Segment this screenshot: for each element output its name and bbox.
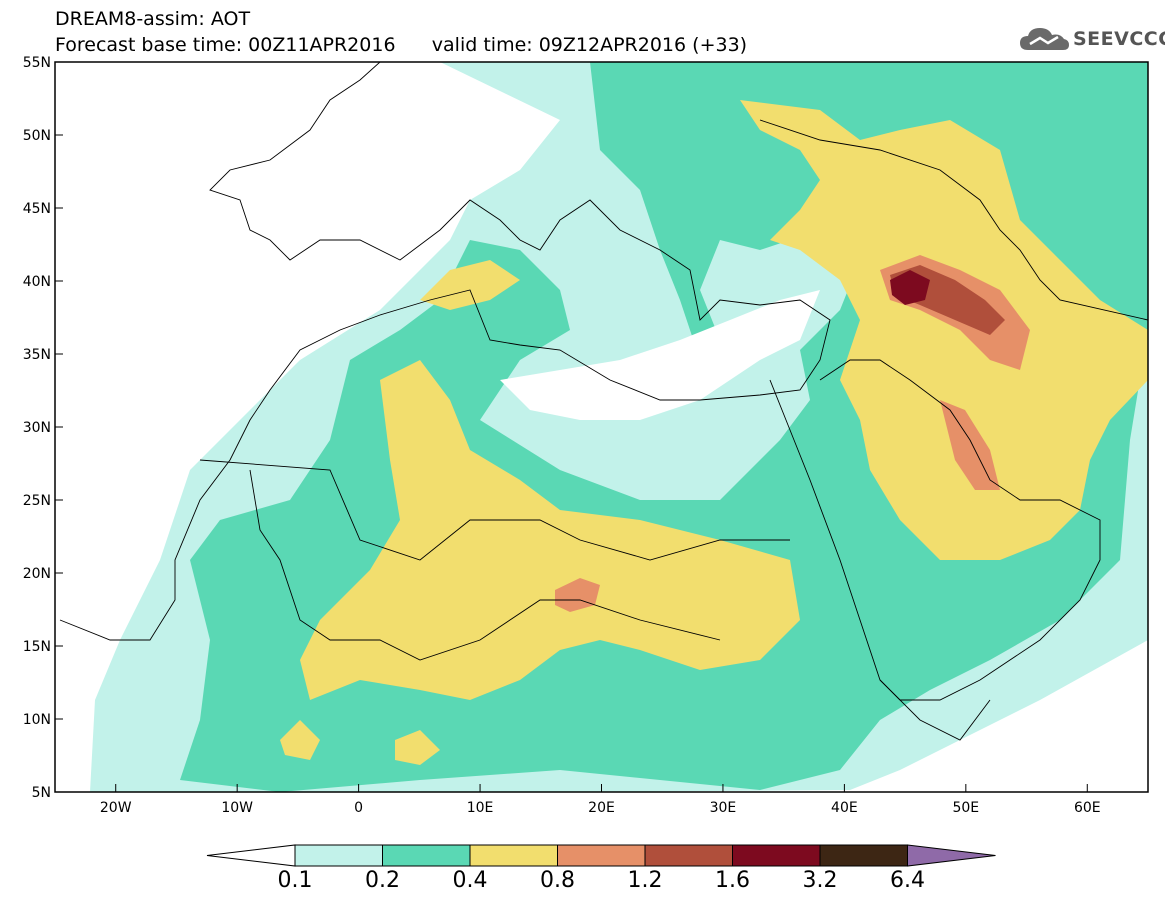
colorbar-level-label: 0.8 <box>540 868 575 893</box>
aot-level-0.4-sahara <box>300 360 800 700</box>
x-tick-label: 30E <box>710 800 737 816</box>
x-tick-label: 50E <box>952 800 979 816</box>
x-tick-label: 0 <box>354 800 363 816</box>
y-tick-label: 20N <box>23 566 51 582</box>
aot-level-0.4-gulf <box>280 720 440 765</box>
forecast-lead: (+33) <box>692 34 748 56</box>
aot-level-1.6 <box>890 270 930 305</box>
colorbar-level-label: 1.2 <box>627 868 663 893</box>
base-time: 00Z11APR2016 <box>248 34 396 56</box>
y-tick-label: 35N <box>23 347 51 363</box>
y-tick-label: 40N <box>23 274 51 290</box>
y-tick-label: 30N <box>23 420 51 436</box>
y-tick-label: 5N <box>32 785 51 801</box>
aot-level-0.4-italy <box>420 260 520 310</box>
aot-level-0.8-gulf <box>940 400 1000 490</box>
aot-level-0.8-chad <box>555 578 600 612</box>
cloud-icon <box>1020 28 1069 50</box>
colorbar-level-label: 0.4 <box>452 868 488 893</box>
coastlines <box>59 62 1148 741</box>
valid-time: 09Z12APR2016 <box>538 34 687 56</box>
x-tick-label: 10E <box>467 800 494 816</box>
colorbar-level-label: 0.2 <box>365 868 400 893</box>
axis-ticks: 20W 10W 0 10E 20E 30E 40E 50E 60E 55N 50N 45N 40N 35N… <box>23 55 1101 816</box>
y-tick-label: 50N <box>23 128 51 144</box>
colorbar-level-label: 0.1 <box>277 868 313 893</box>
y-tick-label: 25N <box>23 493 51 509</box>
base-time-label: Forecast base time: <box>55 34 243 56</box>
map-title: DREAM8-assim: AOT <box>55 8 251 30</box>
x-tick-label: 20E <box>588 800 615 816</box>
aot-map: 20W 10W 0 10E 20E 30E 40E 50E 60E 55N 50N 45N 40N 35N… <box>23 55 1149 816</box>
aot-field <box>90 62 1148 792</box>
y-tick-label: 10N <box>23 712 51 728</box>
aot-clear-mediterranean <box>500 290 820 420</box>
aot-level-0.4 <box>740 100 1148 560</box>
y-tick-label: 55N <box>23 55 51 71</box>
y-tick-label: 45N <box>23 201 51 217</box>
colorbar-level-label: 3.2 <box>802 868 838 893</box>
valid-time-label: valid time: <box>431 34 533 56</box>
colorbar-level-label: 6.4 <box>890 868 925 893</box>
logo-text: SEEVCCC <box>1073 28 1165 50</box>
x-tick-label: 20W <box>100 800 132 816</box>
x-tick-label: 60E <box>1074 800 1101 816</box>
y-tick-label: 15N <box>23 639 51 655</box>
x-tick-label: 10W <box>221 800 253 816</box>
colorbar-level-label: 1.6 <box>715 868 750 893</box>
x-tick-label: 40E <box>831 800 858 816</box>
map-subtitle: Forecast base time: 00Z11APR2016 valid t… <box>55 34 747 56</box>
